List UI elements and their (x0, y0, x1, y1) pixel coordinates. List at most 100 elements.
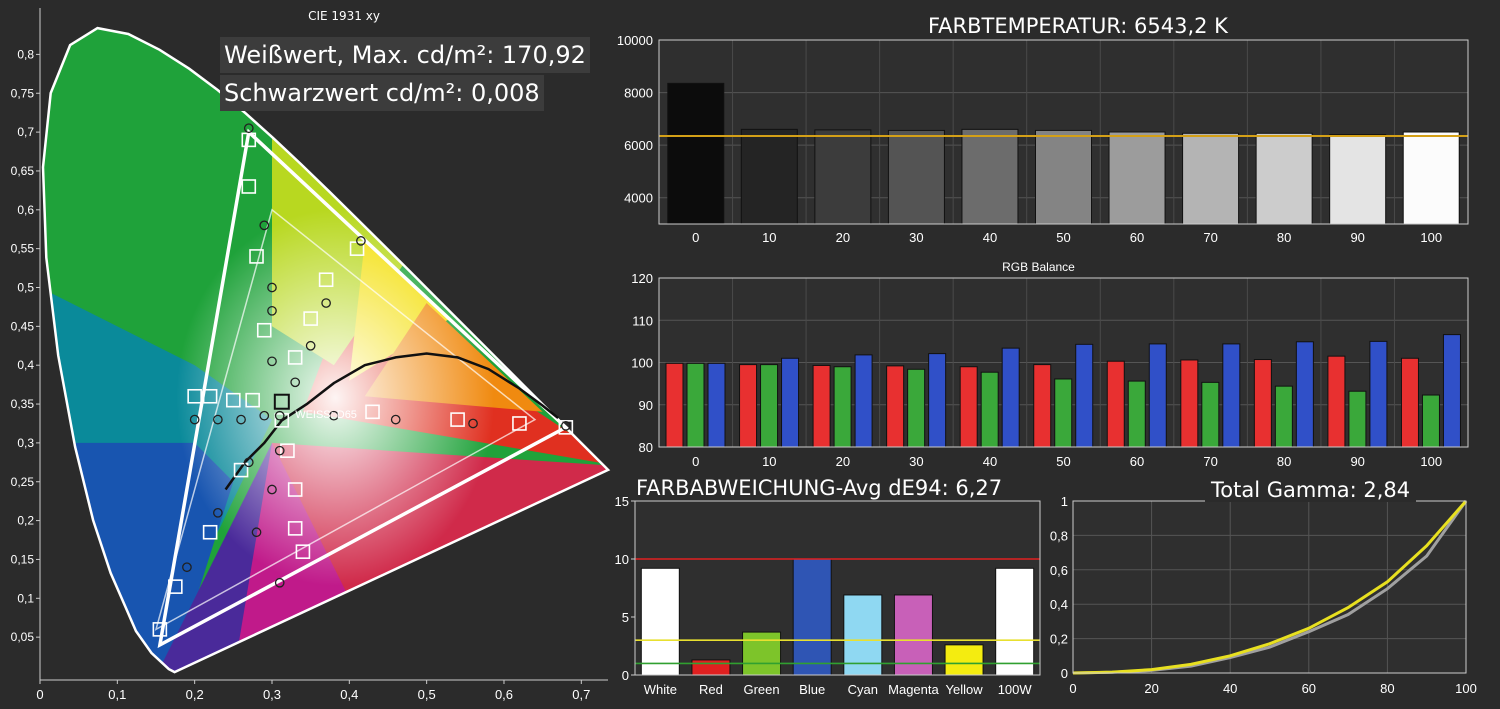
measured-point (267, 282, 277, 293)
rgb-x-tick-label: 0 (692, 454, 699, 469)
temp-x-tick-label: 70 (1203, 230, 1217, 245)
target-point (245, 392, 260, 408)
rgb-bar (907, 368, 926, 448)
whitepoint-label: WEISS: D65 (295, 409, 357, 421)
de-x-tick-label: Cyan (848, 682, 878, 697)
cie-x-tick-label: 0,3 (263, 687, 281, 702)
de-bar (893, 594, 933, 676)
measured-point (267, 356, 277, 367)
measured-point (267, 484, 277, 495)
de-y-tick-label: 10 (615, 552, 629, 567)
de-bar (691, 659, 731, 676)
rgb-y-tick-label: 90 (639, 398, 653, 413)
temp-bar (1035, 129, 1092, 225)
de-bar (944, 644, 984, 676)
temp-y-tick-label: 6000 (624, 138, 653, 153)
rgb-bar (686, 362, 705, 448)
target-point (202, 388, 218, 404)
white-level-text: Weißwert, Max. cd/m²: 170,92 (220, 37, 590, 73)
rgb-bar (1295, 341, 1314, 448)
gamma-x-tick-label: 40 (1223, 681, 1237, 696)
measured-point (243, 457, 254, 468)
target-point (202, 524, 218, 540)
measured-point (321, 298, 331, 308)
measured-gamut-triangle (157, 128, 569, 649)
rgb-bar (1075, 343, 1094, 448)
cie-chart: CIE 1931 xy 0 0,1 0,2 0,3 0,4 0,5 0,6 0,7 0,05 0,1… (0, 0, 611, 709)
de-x-tick-label: Green (743, 682, 779, 697)
temp-x-tick-label: 10 (762, 230, 776, 245)
measured-point (305, 340, 316, 351)
rgb-bar (781, 357, 800, 448)
rgb-title: RGB Balance (1002, 260, 1075, 274)
rgb-balance-chart: RGB Balance 80 90 100 110 120 0 10 20 30 40 50 60 70 8… (631, 260, 1469, 469)
temp-y-tick-label: 8000 (624, 86, 653, 101)
rgb-y-tick-label: 120 (631, 271, 653, 286)
rgb-bar (707, 362, 726, 448)
temp-frame (658, 39, 1469, 225)
cie-y-tick-label: 0,05 (11, 630, 35, 644)
cie-y-tick-label: 0,7 (17, 125, 34, 139)
rgb-bar (1033, 364, 1052, 448)
target-point (287, 521, 303, 536)
temp-bar (740, 128, 798, 225)
rgb-frame (658, 277, 1469, 448)
measured-point (356, 236, 366, 246)
temp-y-tick-label: 4000 (624, 191, 653, 206)
rgb-x-tick-label: 20 (836, 454, 850, 469)
temp-bar (961, 128, 1019, 225)
measured-point (560, 420, 571, 431)
target-point (287, 350, 303, 365)
rgb-bar (1054, 378, 1073, 448)
temp-x-tick-label: 100 (1420, 230, 1442, 245)
cie-y-tick-label: 0,55 (11, 242, 35, 256)
gamma-y-tick-label: 0,6 (1050, 563, 1068, 578)
de-frame (634, 500, 1041, 676)
temp-x-tick-label: 40 (983, 230, 997, 245)
measured-point (274, 577, 285, 588)
target-point (241, 179, 257, 194)
rgb-bar (959, 366, 978, 448)
de-bar (843, 594, 883, 676)
target-point (558, 420, 574, 435)
cie-y-tick-label: 0,3 (17, 436, 34, 450)
measured-point (236, 414, 246, 425)
rgb-bar (1327, 355, 1346, 448)
rgb-y-tick-label: 80 (639, 440, 653, 455)
target-point (187, 388, 202, 404)
cie-x-tick-label: 0,5 (418, 687, 436, 702)
de-y-tick-label: 0 (622, 668, 629, 683)
temp-bar (1182, 132, 1240, 225)
measured-point (290, 377, 301, 388)
de-x-tick-label: White (644, 682, 677, 697)
target-point (280, 443, 295, 458)
rgb-bar (980, 371, 999, 448)
cie-title: CIE 1931 xy (308, 9, 380, 23)
cie-y-tick-label: 0,45 (11, 319, 35, 333)
de-y-tick-label: 15 (615, 494, 629, 509)
measured-point (243, 123, 254, 134)
rgb-x-tick-label: 10 (762, 454, 776, 469)
de-y-tick-label: 5 (622, 610, 629, 625)
measured-point (390, 414, 401, 425)
cie-x-tick-label: 0,7 (572, 687, 590, 702)
de-x-tick-label: Magenta (888, 682, 939, 697)
rgb-x-tick-label: 40 (983, 454, 997, 469)
rgb-x-tick-label: 60 (1130, 454, 1144, 469)
rgb-bar (1001, 347, 1020, 448)
temp-bar (667, 82, 725, 225)
gamma-y-tick-label: 0 (1061, 666, 1068, 681)
rgb-bar (1127, 380, 1146, 448)
gamma-x-tick-label: 20 (1144, 681, 1158, 696)
gamma-x-tick-label: 0 (1069, 681, 1076, 696)
gamma-chart: 0 0,2 0,4 0,6 0,8 1 0 20 40 60 80 100 (1050, 494, 1477, 696)
cie-x-tick-label: 0,2 (186, 687, 204, 702)
temp-x-tick-label: 20 (836, 230, 850, 245)
planckian-locus (224, 352, 559, 491)
target-point (256, 322, 272, 338)
de-bar (742, 631, 782, 676)
temp-bar (887, 129, 945, 225)
measured-point (259, 410, 270, 421)
gamma-curve (1072, 500, 1468, 675)
rgb-bar (1442, 334, 1461, 448)
